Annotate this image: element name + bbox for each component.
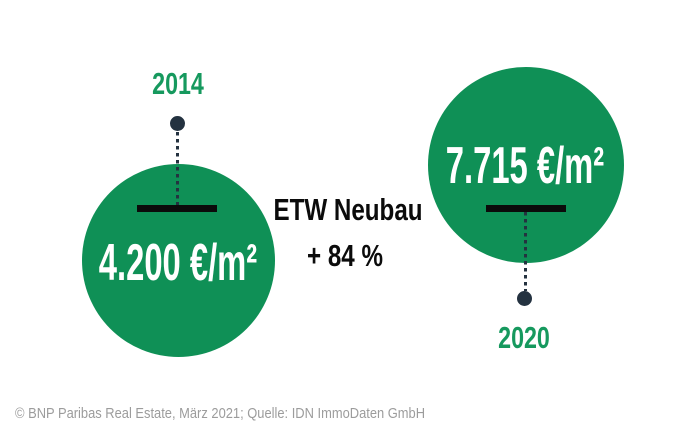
year-label-2020: 2020 [498, 320, 550, 355]
pin-dot-2014 [170, 116, 185, 131]
pin-dot-2020 [517, 291, 532, 306]
pin-line-2014 [176, 132, 179, 206]
source-attribution: © BNP Paribas Real Estate, März 2021; Qu… [15, 405, 426, 422]
value-label-2020: 7.715 €/m² [445, 137, 605, 195]
pin-line-2020 [524, 212, 527, 291]
value-label-2014: 4.200 €/m² [98, 234, 258, 292]
change-percentage: + 84 % [307, 238, 383, 273]
chart-title: ETW Neubau [273, 192, 423, 227]
price-level-bar-2014 [137, 205, 217, 212]
year-label-2014: 2014 [152, 66, 204, 101]
price-level-bar-2020 [486, 205, 566, 212]
